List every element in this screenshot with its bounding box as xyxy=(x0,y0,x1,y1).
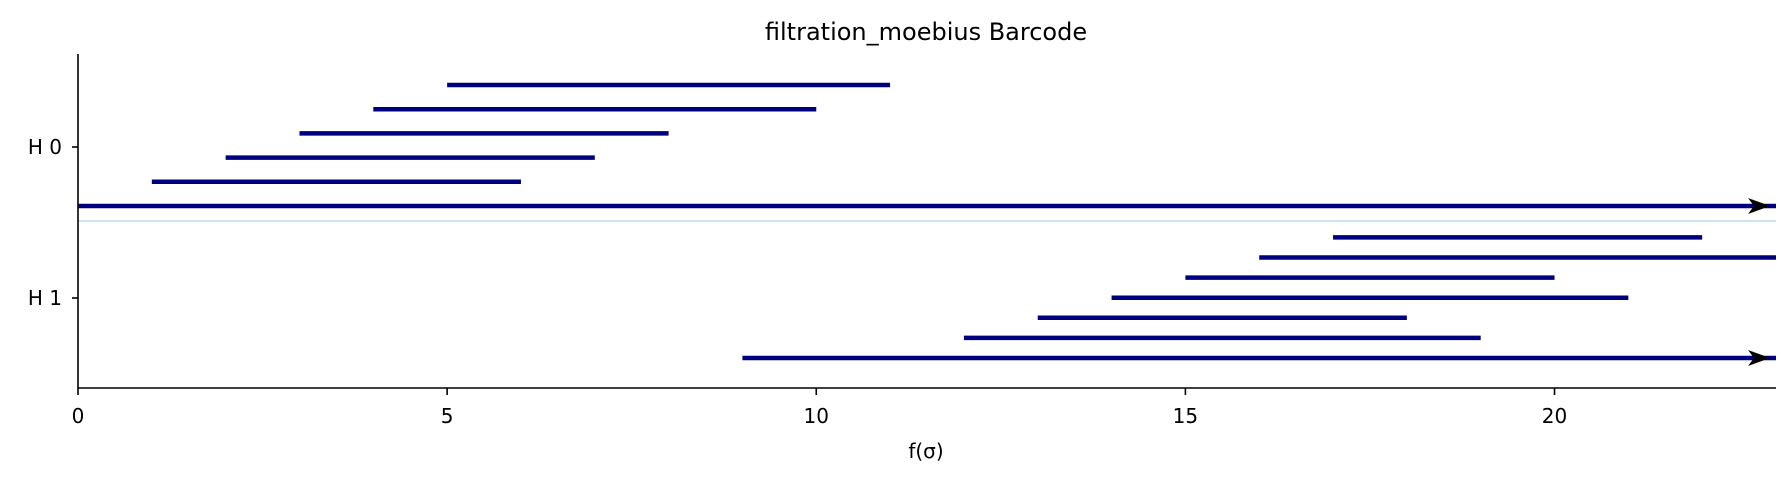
infinite-arrow-icon xyxy=(1748,198,1770,214)
x-tick-label: 15 xyxy=(1173,404,1198,428)
y-axis-ticks: H 0 H 1 xyxy=(28,135,78,310)
y-tick-label: H 0 xyxy=(28,135,62,159)
x-axis-label: f(σ) xyxy=(908,439,943,463)
x-tick-label: 20 xyxy=(1542,404,1567,428)
x-tick-label: 10 xyxy=(804,404,829,428)
infinite-arrows xyxy=(1748,198,1770,366)
infinite-arrow-icon xyxy=(1748,350,1770,366)
x-tick-label: 0 xyxy=(72,404,85,428)
x-axis-ticks: 0 5 10 15 20 xyxy=(72,388,1567,428)
x-tick-label: 5 xyxy=(441,404,454,428)
chart-title: filtration_moebius Barcode xyxy=(765,18,1087,46)
y-tick-label: H 1 xyxy=(28,286,62,310)
bars-layer xyxy=(78,82,1776,361)
